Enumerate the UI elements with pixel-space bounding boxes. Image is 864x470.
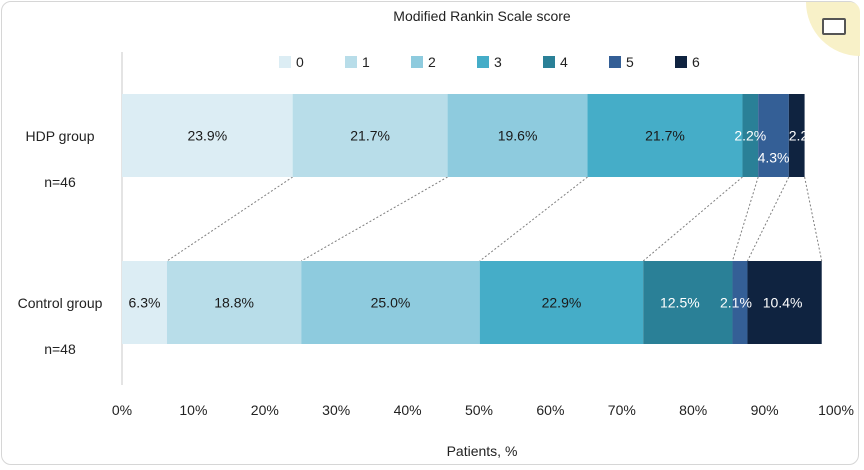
- expand-button[interactable]: [806, 2, 860, 56]
- bar-segment-1-0: [122, 261, 167, 344]
- legend-swatch-0: [279, 56, 291, 68]
- data-label-0-3: 21.7%: [645, 128, 685, 144]
- legend-label-5: 5: [626, 54, 634, 70]
- legend-swatch-2: [411, 56, 423, 68]
- category-sublabel-0: n=46: [44, 174, 76, 190]
- connector-line-6: [747, 176, 790, 262]
- x-axis-label: Patients, %: [447, 443, 518, 459]
- x-tick-label-5: 50%: [465, 402, 493, 418]
- x-tick-label-4: 40%: [394, 402, 422, 418]
- category-label-0: HDP group: [25, 128, 94, 144]
- bar-segment-0-2: [447, 94, 588, 177]
- data-label-1-1: 18.8%: [214, 295, 254, 311]
- x-tick-label-7: 70%: [608, 402, 636, 418]
- legend-swatch-5: [609, 56, 621, 68]
- bar-segment-0-0: [122, 94, 293, 177]
- legend-label-6: 6: [692, 54, 700, 70]
- data-label-1-5: 2.1%: [720, 295, 752, 311]
- bar-segment-1-4: [643, 261, 733, 344]
- bar-segment-0-4: [742, 94, 759, 177]
- category-sublabel-1: n=48: [44, 341, 76, 357]
- x-tick-label-1: 10%: [179, 402, 207, 418]
- data-label-1-3: 22.9%: [542, 295, 582, 311]
- data-label-1-4: 12.5%: [660, 295, 700, 311]
- bar-segment-0-5: [758, 94, 789, 177]
- x-tick-label-0: 0%: [112, 402, 132, 418]
- x-tick-label-9: 90%: [751, 402, 779, 418]
- legend-label-1: 1: [362, 54, 370, 70]
- legend-label-4: 4: [560, 54, 568, 70]
- data-label-0-6: 2.2%: [789, 128, 821, 144]
- connector-line-5: [731, 176, 759, 262]
- bar-segment-1-1: [166, 261, 302, 344]
- legend-swatch-3: [477, 56, 489, 68]
- legend-swatch-6: [675, 56, 687, 68]
- legend-label-0: 0: [296, 54, 304, 70]
- data-label-0-5: 4.3%: [758, 150, 790, 166]
- legend-label-2: 2: [428, 54, 436, 70]
- connector-line-1: [166, 176, 293, 262]
- bar-segment-0-3: [587, 94, 743, 177]
- category-label-1: Control group: [18, 295, 103, 311]
- bar-segment-1-6: [747, 261, 822, 344]
- data-label-0-4: 2.2%: [734, 128, 766, 144]
- x-tick-label-3: 30%: [322, 402, 350, 418]
- legend-swatch-1: [345, 56, 357, 68]
- data-label-0-0: 23.9%: [187, 128, 227, 144]
- data-label-1-2: 25.0%: [371, 295, 411, 311]
- connector-line-2: [300, 176, 448, 262]
- data-label-0-1: 21.7%: [350, 128, 390, 144]
- connector-line-7: [804, 176, 823, 262]
- bar-segment-0-6: [788, 94, 805, 177]
- bar-segment-1-2: [301, 261, 480, 344]
- bar-segment-1-3: [479, 261, 644, 344]
- data-label-0-2: 19.6%: [498, 128, 538, 144]
- expand-icon: [822, 18, 846, 35]
- legend-label-3: 3: [494, 54, 502, 70]
- bar-segment-1-5: [732, 261, 748, 344]
- data-label-1-0: 6.3%: [129, 295, 161, 311]
- data-label-1-6: 10.4%: [763, 295, 803, 311]
- x-tick-label-8: 80%: [679, 402, 707, 418]
- chart-title: Modified Rankin Scale score: [393, 8, 571, 24]
- connector-line-3: [479, 176, 588, 262]
- x-tick-label-10: 100%: [818, 402, 854, 418]
- legend-swatch-4: [543, 56, 555, 68]
- x-tick-label-6: 60%: [536, 402, 564, 418]
- bar-segment-0-1: [292, 94, 448, 177]
- x-tick-label-2: 20%: [251, 402, 279, 418]
- connector-line-4: [642, 176, 743, 262]
